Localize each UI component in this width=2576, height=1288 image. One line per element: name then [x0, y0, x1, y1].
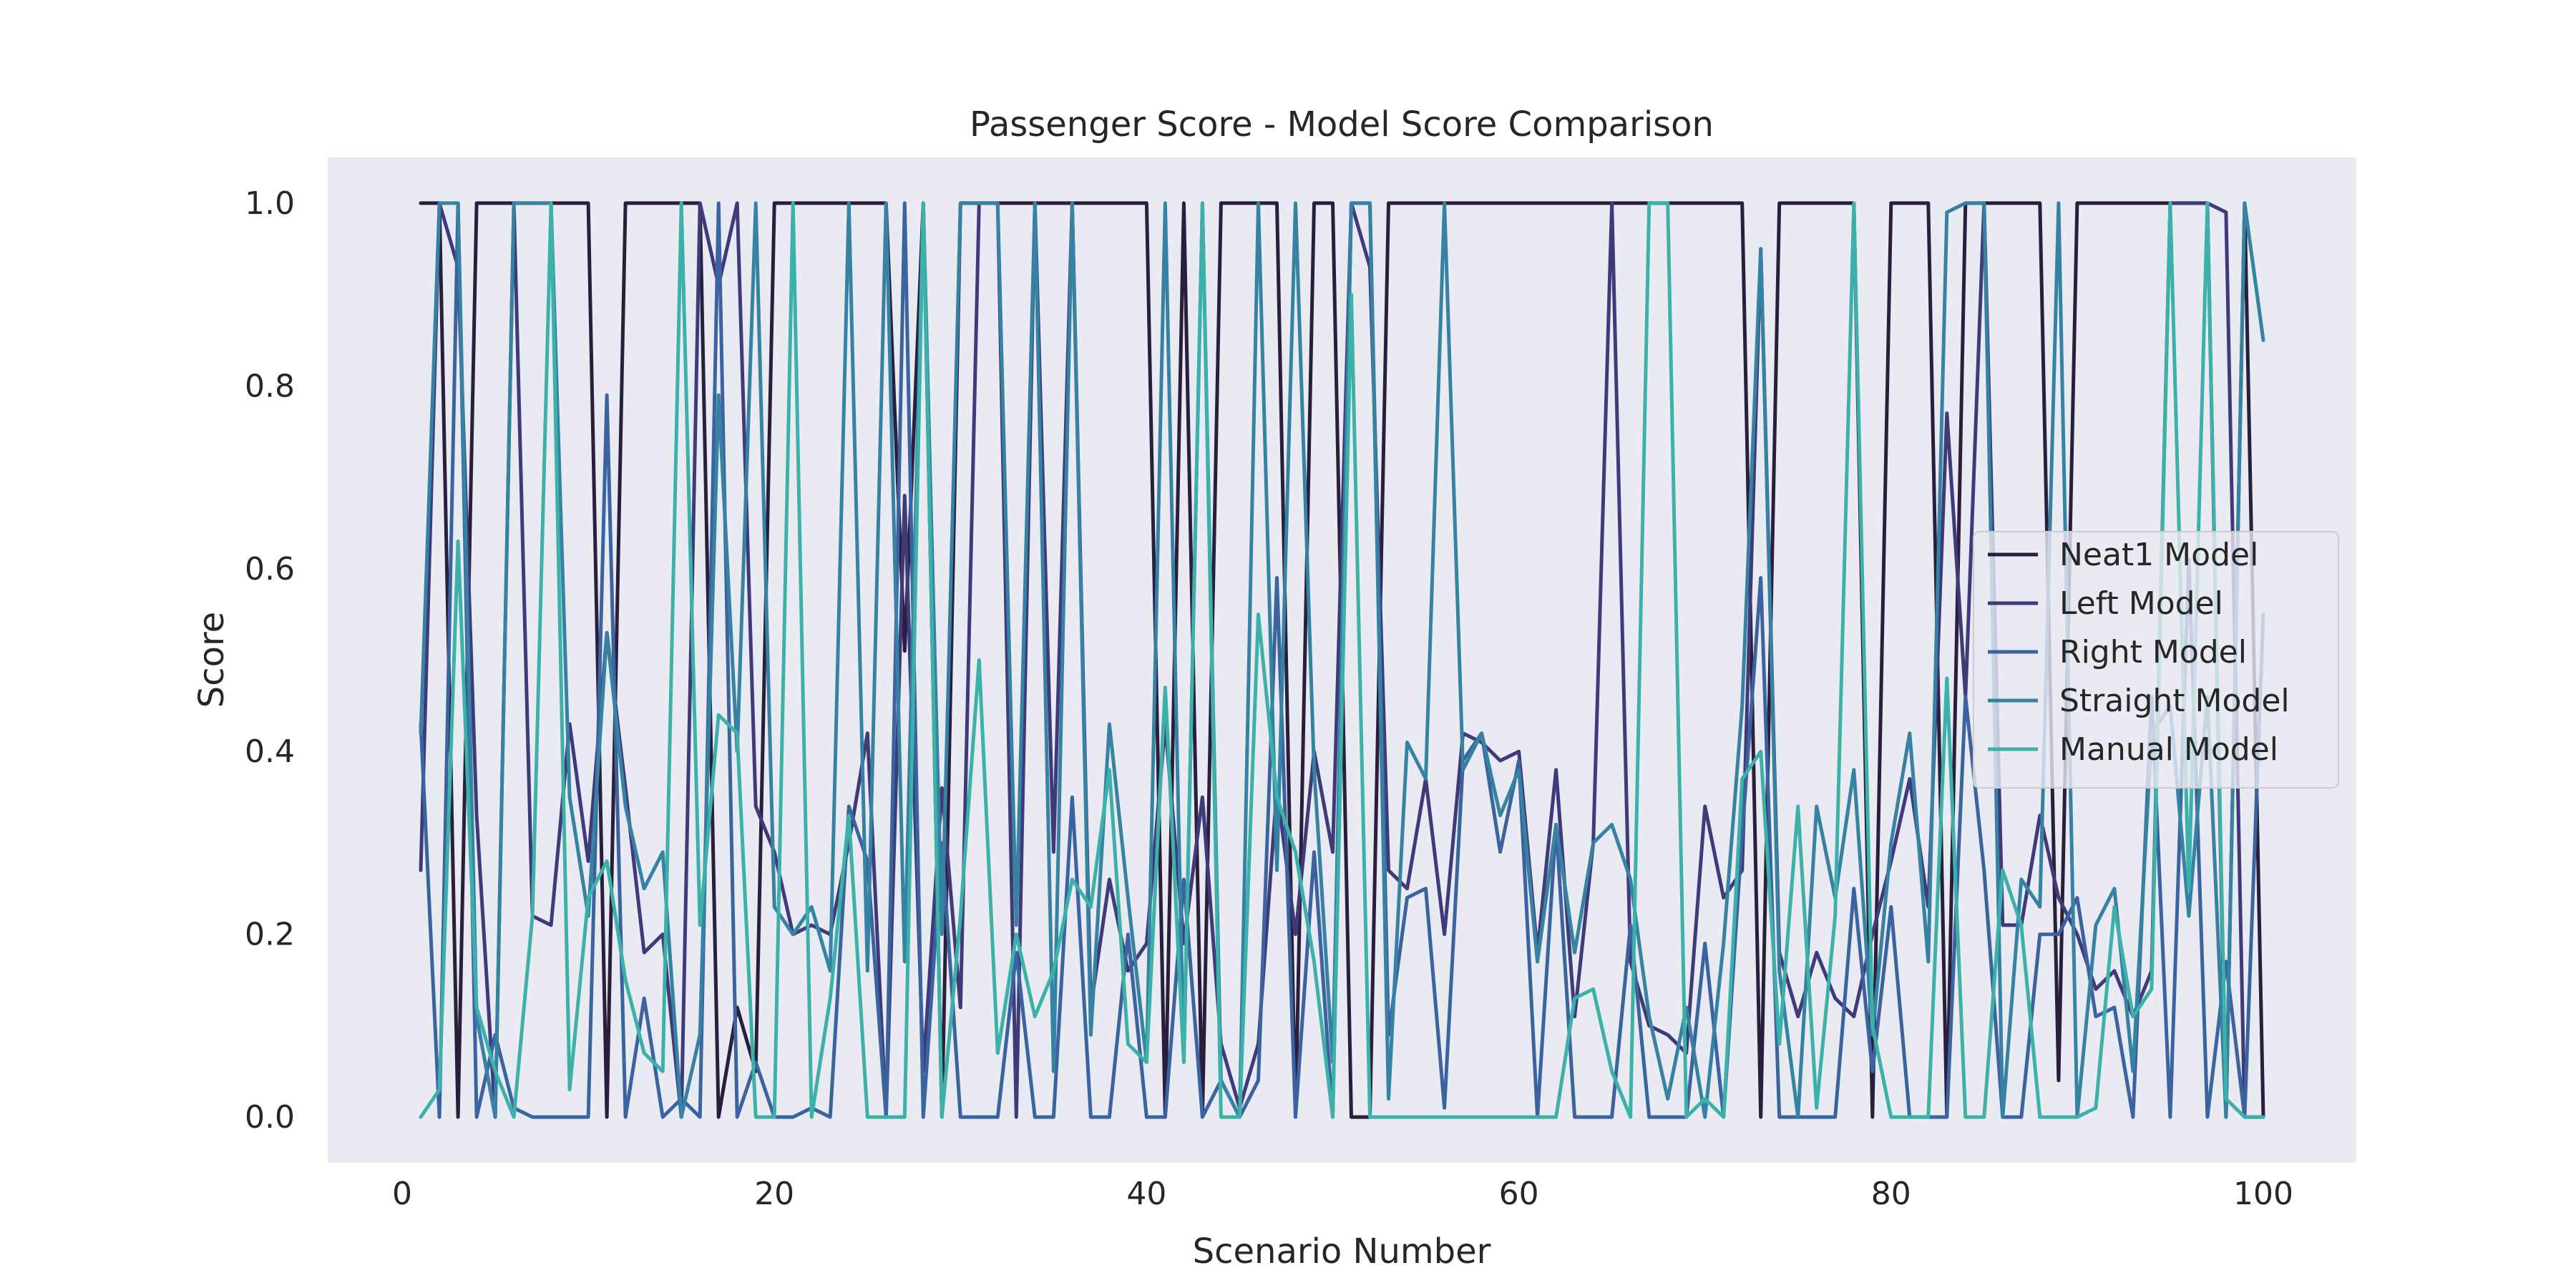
legend-label: Left Model [2059, 585, 2223, 622]
y-tick-label: 1.0 [245, 185, 295, 222]
x-tick-label: 60 [1499, 1176, 1539, 1212]
x-tick-label: 80 [1871, 1176, 1911, 1212]
y-tick-label: 0.6 [245, 551, 295, 587]
y-tick-label: 0.0 [245, 1099, 295, 1136]
x-axis-label: Scenario Number [1193, 1231, 1491, 1272]
x-tick-label: 40 [1126, 1176, 1166, 1212]
series-line-2 [419, 201, 2265, 1119]
legend-label: Right Model [2059, 634, 2247, 670]
x-tick-label: 20 [754, 1176, 794, 1212]
series-lines [419, 201, 2265, 1119]
x-tick-label: 100 [2233, 1176, 2293, 1212]
legend-label: Manual Model [2059, 731, 2278, 768]
series-line-5 [419, 201, 2265, 1119]
y-tick-label: 0.2 [245, 917, 295, 953]
y-axis-label: Score [192, 612, 232, 708]
legend: Neat1 Model Left Model Right Model Straight… [1973, 531, 2339, 789]
y-tick-label: 0.4 [245, 733, 295, 770]
y-tick-labels: 0.0 0.2 0.4 0.6 0.8 1.0 [245, 185, 295, 1136]
legend-label: Straight Model [2059, 683, 2290, 719]
legend-label: Neat1 Model [2059, 537, 2258, 573]
x-tick-label: 0 [392, 1176, 412, 1212]
x-tick-labels: 0 20 40 60 80 100 [392, 1176, 2293, 1212]
chart-title: Passenger Score - Model Score Comparison [970, 104, 1714, 145]
y-tick-label: 0.8 [245, 368, 295, 404]
legend-box [1973, 531, 2339, 789]
